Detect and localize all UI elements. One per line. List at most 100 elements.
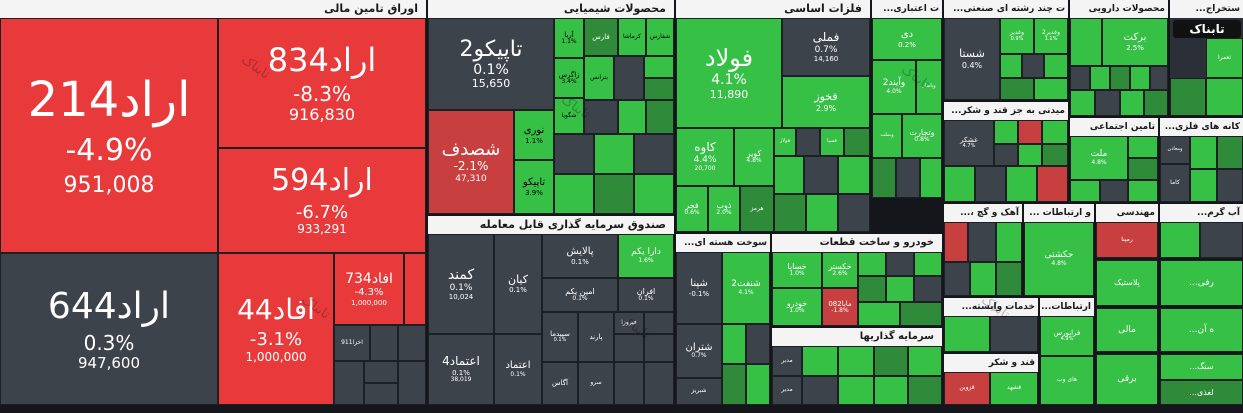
tile-small[interactable] — [944, 166, 975, 202]
tile-small[interactable] — [970, 262, 996, 296]
tile-small[interactable] — [914, 252, 942, 276]
tile-shagoya[interactable]: شگویا — [554, 98, 584, 134]
tile-small[interactable] — [1190, 169, 1217, 202]
tile-fajr[interactable]: فجر 0.6% — [676, 186, 708, 232]
tile-akhza911[interactable]: اخزا911 — [334, 325, 370, 361]
tile-small[interactable] — [594, 134, 634, 174]
tile-small[interactable] — [644, 362, 674, 405]
tile-small[interactable] — [746, 324, 770, 364]
tile-small[interactable] — [975, 166, 1006, 202]
tile-small[interactable] — [1042, 144, 1068, 166]
tile-small[interactable] — [874, 346, 908, 376]
tile-small[interactable] — [886, 252, 914, 276]
tile-arad644[interactable]: اراد644 0.3% 947,600 — [0, 253, 218, 405]
tile-small[interactable] — [398, 325, 426, 361]
tile-sangi[interactable]: ...سنگ — [1160, 354, 1243, 380]
tile-khasapa[interactable]: خساپا 1.0% — [772, 252, 822, 288]
tile-kavir[interactable]: کویر 4.8% — [734, 128, 774, 186]
tile-small[interactable] — [1044, 54, 1068, 78]
tile-small[interactable] — [994, 120, 1018, 144]
tile-small[interactable] — [398, 361, 426, 405]
tile-small[interactable] — [944, 262, 970, 296]
tile-shasta[interactable]: شستا 0.4% — [944, 18, 1000, 100]
tile-fars[interactable]: فارس — [584, 18, 618, 56]
tile-shabriz[interactable]: شبریز — [676, 378, 722, 405]
tile-small[interactable] — [634, 134, 674, 174]
tile-sarv[interactable]: سرو — [578, 362, 614, 405]
tile-fakhooz[interactable]: فخوز 2.9% — [782, 76, 870, 128]
tile-small[interactable] — [1217, 169, 1243, 202]
tile-harmoz[interactable]: هرمز — [740, 186, 774, 232]
tile-tapico2[interactable]: تاپیکو2 0.1% 15,650 — [428, 18, 554, 110]
tile-vaghadir2[interactable]: وغدیر2 1.1% — [1034, 18, 1068, 54]
tile-fars2[interactable]: شفارس — [646, 18, 674, 56]
tile-small[interactable] — [1170, 78, 1206, 116]
tile-small[interactable] — [1070, 90, 1095, 116]
tile-small[interactable] — [644, 78, 674, 100]
tile-sepidam[interactable]: سپیدما 0.1% — [542, 312, 578, 362]
tile-small[interactable] — [774, 194, 806, 232]
tile-dey[interactable]: دی 0.2% — [872, 18, 942, 60]
tile-small[interactable] — [1100, 180, 1128, 202]
tile-vpna[interactable]: وپاسار — [916, 60, 942, 114]
tile-small[interactable] — [644, 334, 674, 362]
tile-ghazvin[interactable]: قزوین — [944, 372, 990, 405]
tile-small[interactable] — [1128, 158, 1158, 180]
tile-small[interactable] — [634, 174, 674, 214]
tile-madbir2[interactable]: مدیر — [772, 376, 802, 405]
tile-arya[interactable]: آریا 1.1% — [554, 18, 584, 58]
tile-small[interactable] — [858, 252, 886, 276]
tile-small[interactable] — [1128, 180, 1158, 202]
tile-small[interactable] — [1144, 90, 1168, 116]
tile-palayesh[interactable]: پالایش 0.1% — [542, 234, 618, 278]
tile-small[interactable] — [404, 253, 426, 325]
tile-fameli[interactable]: فملی 0.7% 14,160 — [782, 18, 870, 76]
tile-barakat[interactable]: برکت 2.5% — [1102, 18, 1168, 66]
tile-folaz[interactable]: فولاژ — [774, 128, 796, 156]
tile-vbmellat[interactable]: وبملت — [872, 114, 902, 158]
tile-small[interactable] — [1006, 166, 1037, 202]
tile-kaman[interactable]: کمند 0.1% 10,024 — [428, 234, 494, 334]
tile-small[interactable] — [872, 158, 896, 198]
tile-small[interactable] — [838, 194, 870, 232]
tile-small[interactable] — [1130, 66, 1150, 90]
tile-small[interactable] — [874, 376, 908, 405]
tile-parand[interactable]: پارند — [578, 312, 614, 362]
tile-laghi[interactable]: ...لغذی — [1160, 380, 1243, 405]
tile-small[interactable] — [1018, 120, 1042, 144]
tile-hayvb[interactable]: های وب — [1040, 356, 1094, 405]
tile-vapayandeh2[interactable]: وآیند2 4.0% — [872, 60, 916, 114]
tile-small[interactable] — [802, 346, 838, 376]
tile-small[interactable] — [806, 194, 838, 232]
tile-arad594[interactable]: اراد594 -6.7% 933,291 — [218, 148, 426, 253]
tile-arad834[interactable]: اراد834 -8.3% 916,830 — [218, 18, 426, 148]
tile-small[interactable] — [914, 276, 942, 302]
tile-small[interactable] — [858, 302, 900, 326]
tile-small[interactable] — [796, 128, 820, 156]
tile-small[interactable] — [896, 158, 920, 198]
tile-small[interactable] — [1042, 120, 1068, 144]
tile-small[interactable] — [802, 376, 838, 405]
tile-small[interactable] — [618, 100, 646, 134]
tile-vaghadir[interactable]: وغدیر 0.9% — [1000, 18, 1034, 54]
tile-small[interactable] — [1037, 166, 1068, 202]
tile-small[interactable] — [1090, 66, 1110, 90]
tile-bedarkhsh[interactable]: بترانس — [584, 56, 614, 100]
tile-small[interactable] — [614, 56, 644, 100]
tile-tapico[interactable]: تاپیکو 3.9% — [514, 160, 554, 214]
tile-small[interactable] — [554, 134, 594, 174]
tile-rmina[interactable]: رمپنا — [1096, 222, 1158, 258]
tile-small[interactable] — [900, 302, 942, 326]
tile-small[interactable] — [774, 156, 804, 194]
tile-small[interactable] — [1000, 78, 1034, 100]
tile-small[interactable] — [722, 324, 746, 364]
tile-small[interactable] — [1095, 90, 1120, 116]
tile-small[interactable] — [1217, 136, 1243, 169]
tile-small[interactable] — [1160, 222, 1200, 258]
tile-small[interactable] — [1120, 90, 1144, 116]
tile-maali[interactable]: مالی — [1096, 308, 1158, 352]
tile-small[interactable] — [584, 100, 618, 134]
tile-afran[interactable]: افران 0.1% — [618, 278, 674, 312]
tile-zob[interactable]: ذوب 2.0% — [708, 186, 740, 232]
tile-small[interactable] — [1206, 78, 1243, 116]
